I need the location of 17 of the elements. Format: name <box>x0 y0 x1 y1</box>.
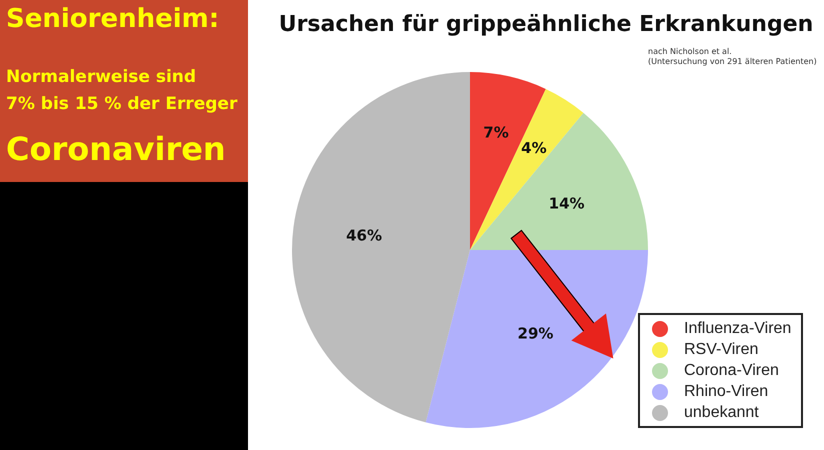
legend-label: unbekannt <box>684 404 759 422</box>
data-label: 46% <box>346 226 382 245</box>
text: 7% bis 15 % der Erreger <box>6 93 238 116</box>
data-label: 7% <box>483 124 509 142</box>
data-label: 29% <box>518 324 554 342</box>
legend-label: Rhino-Viren <box>684 382 768 400</box>
text: Coronaviren <box>6 130 226 168</box>
data-label: 4% <box>521 139 547 158</box>
chart-title: Ursachen für grippeähnliche Erkrankungen <box>278 12 814 37</box>
legend-label: Corona-Viren <box>684 362 779 380</box>
text: nach Nicholson et al. <box>648 47 733 57</box>
text: Seniorenheim: <box>6 4 220 34</box>
text: Normalerweise sind <box>6 66 198 89</box>
data-label: 14% <box>548 194 585 212</box>
legend-label: RSV-Viren <box>684 340 758 358</box>
text: (Untersuchung von 291 älteren Patienten) <box>648 57 817 67</box>
legend-label: Influenza-Viren <box>684 320 792 338</box>
